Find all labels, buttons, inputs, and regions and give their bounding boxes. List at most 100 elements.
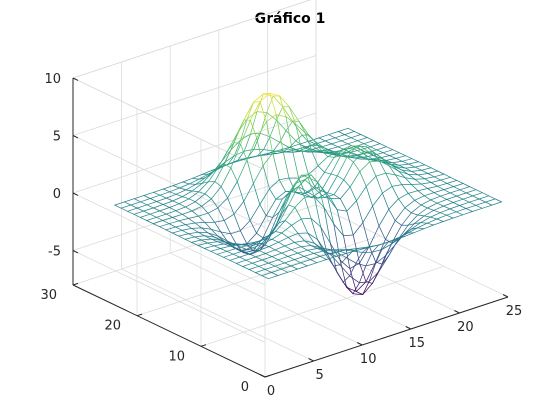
mesh-segment — [278, 177, 290, 181]
mesh-segment — [347, 140, 358, 145]
mesh-segment — [198, 191, 206, 195]
mesh-segment — [349, 171, 361, 188]
mesh-segment — [271, 256, 279, 261]
mesh-segment — [232, 250, 244, 255]
mesh-segment — [133, 198, 141, 203]
mesh-segment — [262, 238, 273, 245]
mesh-segment — [230, 167, 238, 182]
mesh-segment — [341, 137, 352, 142]
mesh-segment — [252, 262, 260, 267]
axes — [72, 77, 509, 378]
mesh-segment — [246, 159, 254, 184]
mesh-segment — [405, 166, 416, 169]
mesh-segment — [366, 146, 374, 153]
grid-line-y — [200, 265, 445, 347]
mesh-segment — [239, 242, 250, 245]
mesh-segment — [437, 170, 445, 175]
mesh-segment — [440, 195, 448, 200]
mesh-segment — [243, 101, 254, 121]
mesh-segment — [337, 143, 349, 148]
mesh-segment — [240, 230, 248, 245]
mesh-segment — [333, 179, 345, 196]
mesh-segment — [188, 233, 196, 238]
mesh-segment — [239, 244, 247, 247]
mesh-segment — [469, 201, 477, 206]
mesh-segment — [284, 262, 292, 267]
mesh-segment — [307, 177, 315, 197]
mesh-segment — [249, 220, 257, 234]
mesh-segment — [268, 241, 279, 247]
mesh-segment — [314, 186, 322, 192]
mesh-segment — [249, 253, 257, 258]
mesh-segment — [321, 143, 332, 148]
mesh-segment — [279, 95, 290, 108]
mesh-segment — [245, 245, 254, 249]
mesh-segment — [323, 250, 331, 254]
grid-line-z — [72, 250, 266, 343]
mesh-segment — [317, 197, 325, 199]
mesh-segment — [350, 156, 361, 160]
mesh-segment — [307, 188, 315, 193]
mesh-segment — [262, 217, 273, 239]
mesh-segment — [346, 200, 357, 212]
mesh-segment — [426, 218, 438, 224]
mesh-segment — [217, 163, 225, 169]
mesh-segment — [381, 243, 392, 250]
mesh-segment — [317, 181, 328, 198]
mesh-segment — [372, 205, 380, 227]
mesh-segment — [216, 250, 228, 255]
mesh-segment — [139, 217, 148, 221]
mesh-segment — [313, 196, 322, 228]
mesh-segment — [181, 229, 189, 235]
mesh-segment — [249, 101, 261, 121]
mesh-segment — [388, 165, 396, 176]
mesh-segment — [427, 185, 438, 189]
mesh-segment — [242, 247, 254, 252]
mesh-segment — [282, 147, 290, 153]
mesh-segment — [310, 217, 322, 228]
mesh-segment — [342, 281, 354, 295]
mesh-segment — [259, 188, 270, 205]
mesh-segment — [256, 137, 264, 166]
mesh-segment — [336, 209, 348, 212]
mesh-segment — [494, 198, 502, 203]
mesh-segment — [165, 229, 173, 234]
mesh-segment — [236, 181, 245, 202]
mesh-segment — [265, 238, 273, 240]
mesh-segment — [243, 201, 251, 221]
mesh-segment — [430, 199, 438, 204]
mesh-segment — [349, 262, 357, 277]
mesh-segment — [289, 140, 297, 148]
mesh-segment — [349, 249, 357, 252]
mesh-segment — [414, 215, 425, 224]
mesh-segment — [172, 213, 183, 218]
mesh-segment — [285, 116, 293, 151]
mesh-segment — [420, 183, 428, 189]
mesh-segment — [214, 163, 225, 182]
mesh-segment — [341, 140, 349, 145]
mesh-segment — [172, 181, 184, 186]
mesh-segment — [459, 205, 467, 209]
mesh-segment — [267, 275, 279, 280]
mesh-segment — [169, 187, 180, 193]
mesh-segment — [319, 256, 327, 260]
mesh-segment — [352, 282, 360, 295]
y-tick-mark — [72, 282, 79, 286]
mesh-segment — [413, 228, 425, 234]
mesh-segment — [246, 111, 258, 120]
mesh-segment — [178, 233, 189, 237]
mesh-segment — [140, 201, 148, 206]
mesh-segment — [290, 249, 299, 254]
mesh-segment — [248, 265, 260, 270]
mesh-segment — [395, 174, 406, 179]
mesh-segment — [217, 207, 225, 221]
mesh-segment — [304, 132, 316, 142]
mesh-segment — [195, 183, 203, 185]
mesh-segment — [320, 226, 331, 244]
mesh-segment — [394, 220, 402, 226]
mesh-segment — [227, 155, 235, 165]
mesh-segment — [256, 121, 267, 139]
mesh-segment — [430, 179, 442, 183]
mesh-segment — [188, 183, 196, 185]
mesh-segment — [185, 201, 196, 208]
